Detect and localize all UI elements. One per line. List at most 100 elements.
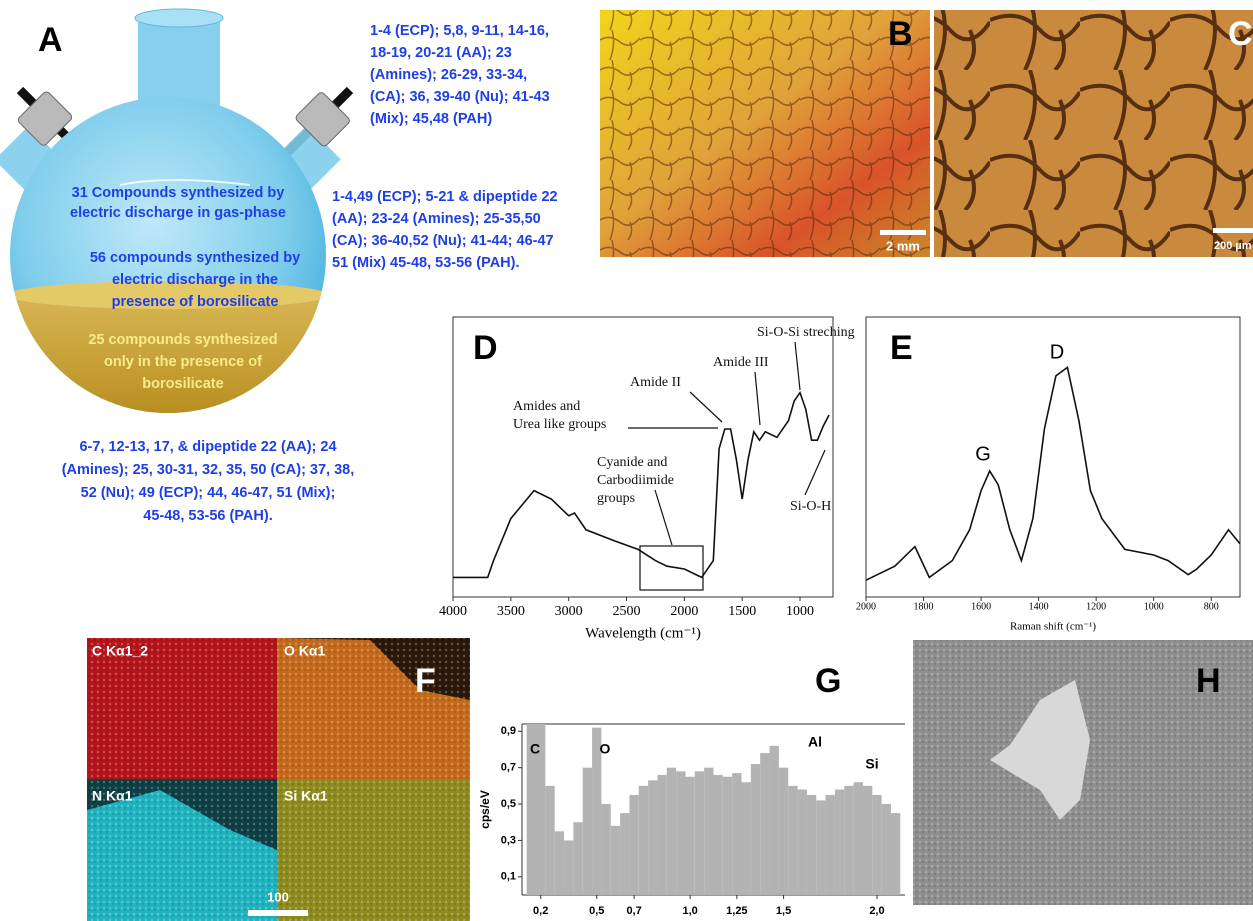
y-axis-label: cps/eV [478, 790, 492, 829]
map-label: Si Kα1 [284, 788, 328, 804]
panel-label: H [1196, 662, 1221, 700]
panel-label: A [38, 21, 63, 59]
bar [826, 795, 835, 895]
y-tick-label: 0,5 [501, 798, 516, 810]
x-tick-label: 2500 [613, 604, 641, 619]
flask-text: presence of borosilicate [112, 294, 279, 310]
x-tick-label: 1500 [728, 604, 756, 619]
x-tick-label: 1,5 [776, 905, 791, 917]
bar [732, 773, 741, 895]
neck-rim [135, 9, 223, 27]
bar [555, 831, 564, 895]
compound-note: 45-48, 53-56 (PAH). [143, 508, 272, 524]
compound-note: (Amines); 25, 30-31, 32, 35, 50 (CA); 37… [62, 462, 355, 478]
x-tick-label: 0,7 [626, 905, 641, 917]
compound-note: (CA); 36, 39-40 (Nu); 41-43 [370, 89, 550, 105]
panel-label: E [890, 329, 913, 367]
annotation: Amides and [513, 399, 580, 414]
bar [676, 771, 685, 895]
bar [704, 768, 713, 895]
x-axis-label: Wavelength (cm⁻¹) [585, 625, 701, 641]
flask-text: 31 Compounds synthesized by [72, 185, 285, 201]
bar [545, 786, 554, 895]
spectrum-line [866, 367, 1240, 580]
annotation: Si-O-H [790, 499, 831, 514]
x-tick-label: 0,2 [533, 905, 548, 917]
x-tick-label: 1000 [786, 604, 814, 619]
micrograph-b-texture [600, 10, 930, 257]
y-tick-label: 0,9 [501, 725, 516, 737]
bar [667, 768, 676, 895]
bar [742, 782, 751, 895]
bar [564, 840, 573, 895]
bar [816, 800, 825, 895]
bar [685, 777, 694, 895]
annotation: Amide II [630, 375, 681, 390]
annotation-arrow [795, 342, 800, 390]
bar [807, 795, 816, 895]
flask-text: electric discharge in gas-phase [70, 205, 286, 221]
scale-label: 2 mm [886, 238, 920, 253]
bar [835, 789, 844, 895]
annotation-arrow [805, 450, 825, 495]
compound-note: 6-7, 12-13, 17, & dipeptide 22 (AA); 24 [79, 439, 336, 455]
annotation: C [530, 741, 540, 757]
x-tick-label: 4000 [439, 604, 467, 619]
bar [891, 813, 900, 895]
flask-text: electric discharge in the [112, 272, 278, 288]
scale-bar-c [1213, 228, 1253, 233]
bar [751, 764, 760, 895]
flask-text: borosilicate [142, 376, 223, 392]
x-tick-label: 3500 [497, 604, 525, 619]
annotation: O [600, 741, 611, 757]
bar [611, 826, 620, 895]
bar [695, 771, 704, 895]
x-tick-label: 1000 [1144, 601, 1164, 612]
bar [760, 753, 769, 895]
bar [872, 795, 881, 895]
compound-note: (AA); 23-24 (Amines); 25-35,50 [332, 211, 541, 227]
annotation: Si-O-Si streching [757, 325, 855, 340]
map-label: C Kα1_2 [92, 643, 148, 659]
bar [844, 786, 853, 895]
annotation: Al [808, 734, 822, 750]
panel-label: D [473, 329, 498, 367]
flask-text: 25 compounds synthesized [88, 332, 277, 348]
bar [882, 804, 891, 895]
bar [770, 746, 779, 895]
annotation: Cyanide and [597, 455, 667, 470]
compound-note: 1-4 (ECP); 5,8, 9-11, 14-16, [370, 23, 549, 39]
bar [863, 786, 872, 895]
compound-note: (Mix); 45,48 (PAH) [370, 111, 492, 127]
compound-note: 52 (Nu); 49 (ECP); 44, 46-47, 51 (Mix); [81, 485, 336, 501]
bar [573, 822, 582, 895]
x-tick-label: 0,5 [589, 905, 604, 917]
scale-label: 200 µm [1214, 240, 1252, 252]
map-label: N Kα1 [92, 788, 133, 804]
map-texture [87, 638, 470, 921]
bar [788, 786, 797, 895]
bar [601, 804, 610, 895]
y-tick-label: 0,1 [501, 871, 516, 883]
bar [714, 775, 723, 895]
annotation-arrow [690, 392, 722, 422]
map-label: O Kα1 [284, 643, 325, 659]
x-tick-label: 1200 [1086, 601, 1106, 612]
x-tick-label: 3000 [555, 604, 583, 619]
x-tick-label: 1800 [914, 601, 934, 612]
x-tick-label: 2000 [670, 604, 698, 619]
compound-note: (CA); 36-40,52 (Nu); 41-44; 46-47 [332, 233, 554, 249]
x-tick-label: 1600 [971, 601, 991, 612]
bar [657, 775, 666, 895]
compound-note: (Amines); 26-29, 33-34, [370, 67, 527, 83]
panel-label: C [1228, 15, 1253, 53]
x-tick-label: 2000 [856, 601, 876, 612]
y-tick-label: 0,7 [501, 762, 516, 774]
bar [648, 780, 657, 895]
compound-note: 51 (Mix) 45-48, 53-56 (PAH). [332, 255, 520, 271]
panel-label: F [415, 662, 436, 700]
scale-bar-f [248, 910, 308, 916]
x-tick-label: 800 [1204, 601, 1219, 612]
panel-label: B [888, 15, 913, 53]
x-tick-label: 2,0 [869, 905, 884, 917]
